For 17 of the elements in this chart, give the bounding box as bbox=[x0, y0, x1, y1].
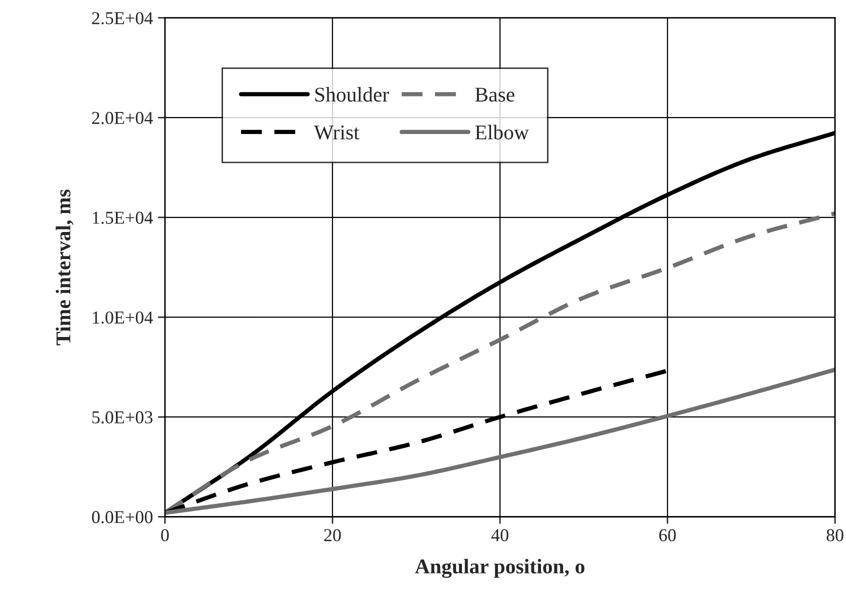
y-tick-label: 2.0E+04 bbox=[92, 112, 153, 124]
legend-label: Elbow bbox=[475, 124, 529, 140]
y-tick-label: 0.0E+00 bbox=[92, 511, 152, 524]
x-axis-title: Angular position, o bbox=[414, 558, 584, 578]
legend-label: Shoulder bbox=[315, 87, 389, 102]
legend-label: Base bbox=[475, 88, 514, 102]
x-tick-label: 20 bbox=[324, 529, 341, 542]
x-tick-label: 40 bbox=[491, 529, 508, 542]
x-tick-label: 80 bbox=[826, 529, 844, 542]
x-tick-label: 0 bbox=[161, 529, 169, 542]
y-axis-title: Time interval, ms bbox=[56, 190, 74, 346]
x-tick-label: 60 bbox=[659, 529, 676, 542]
y-tick-label: 2.5E+04 bbox=[92, 12, 153, 24]
y-tick-label: 1.5E+04 bbox=[92, 212, 153, 224]
y-tick-label: 1.0E+04 bbox=[92, 311, 153, 324]
y-tick-label: 5.0E+03 bbox=[92, 411, 152, 424]
legend-label: Wrist bbox=[314, 125, 360, 140]
